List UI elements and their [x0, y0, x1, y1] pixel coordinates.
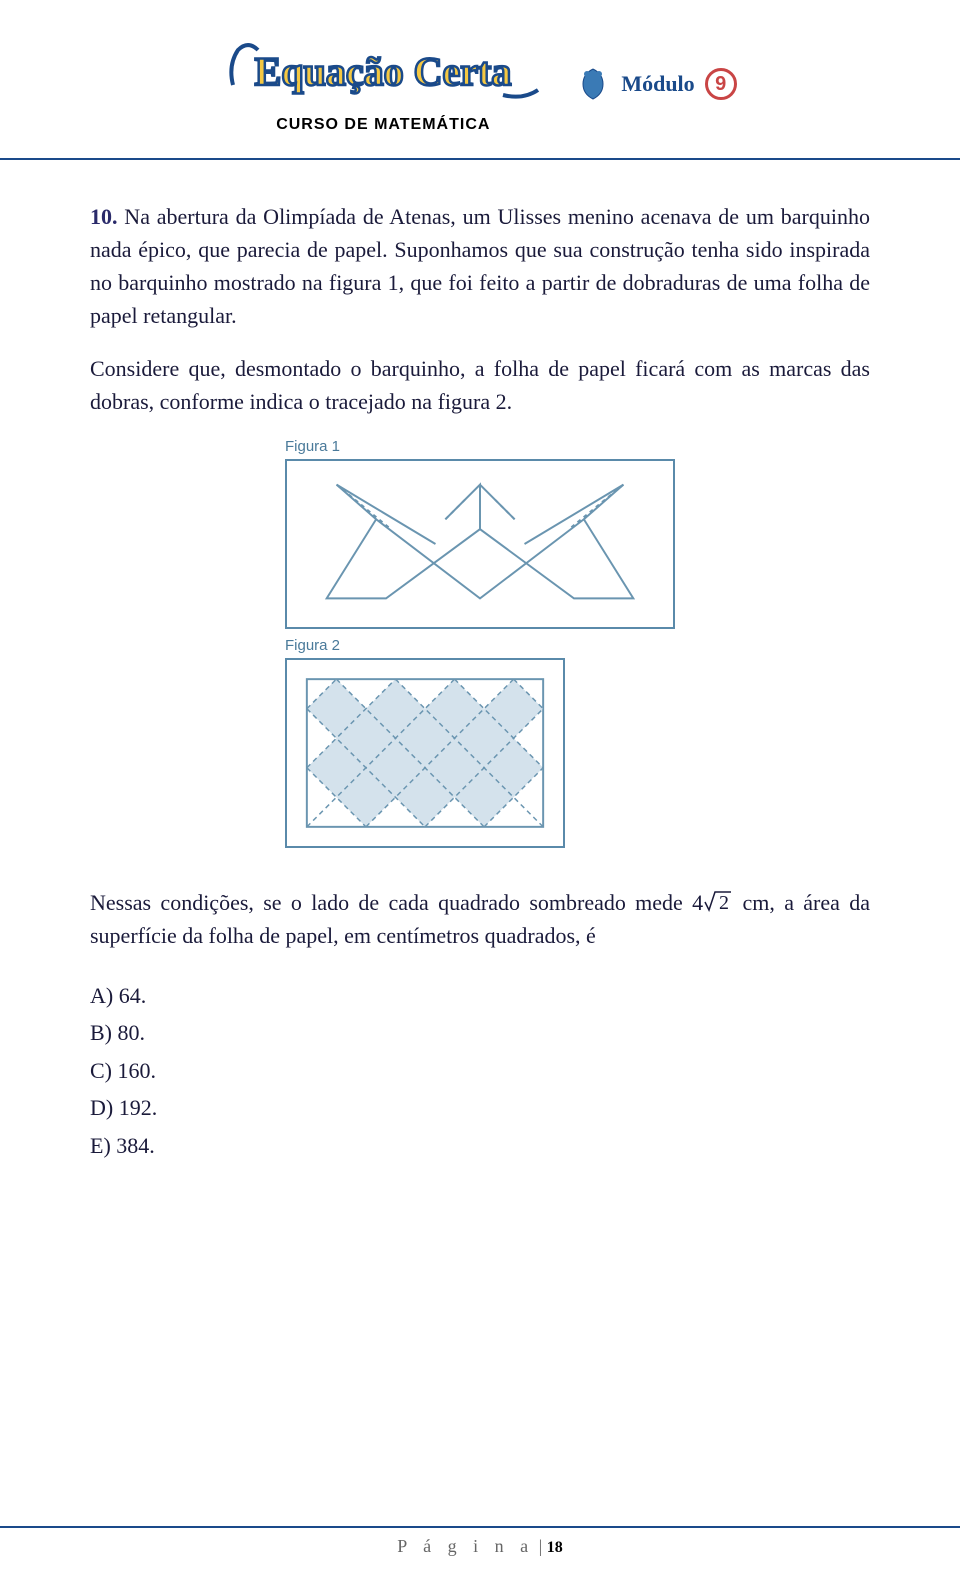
- module-icon: [573, 64, 613, 104]
- svg-text:Equação Certa: Equação Certa: [255, 49, 512, 94]
- footer-label: P á g i n a: [397, 1536, 534, 1556]
- figure-2-box: [285, 658, 565, 848]
- question-text-1: Na abertura da Olimpíada de Atenas, um U…: [90, 204, 870, 328]
- logo-title-svg: Equação Certa: [223, 35, 543, 115]
- module-label: Módulo: [621, 71, 694, 97]
- figure-1-label: Figura 1: [285, 438, 675, 455]
- figure-1-block: Figura 1: [285, 438, 675, 629]
- question-paragraph-2: Considere que, desmontado o barquinho, a…: [90, 352, 870, 418]
- option-b: B) 80.: [90, 1014, 870, 1051]
- logo-title: Equação Certa: [223, 35, 543, 120]
- figure-1-boat: [297, 469, 663, 619]
- option-a: A) 64.: [90, 977, 870, 1014]
- figure-1-box: [285, 459, 675, 629]
- answer-before: Nessas condições, se o lado de cada quad…: [90, 890, 703, 915]
- content-area: 10. Na abertura da Olimpíada de Atenas, …: [0, 160, 960, 1184]
- figures-container: Figura 1 Figu: [90, 438, 870, 856]
- option-e: E) 384.: [90, 1127, 870, 1164]
- option-d: D) 192.: [90, 1089, 870, 1126]
- answer-prompt: Nessas condições, se o lado de cada quad…: [90, 886, 870, 952]
- footer-separator: |: [534, 1536, 547, 1556]
- page-footer: P á g i n a | 18: [0, 1526, 960, 1557]
- question-number: 10.: [90, 204, 118, 229]
- figure-2-label: Figura 2: [285, 637, 565, 654]
- sqrt-expression: 2: [703, 886, 733, 919]
- logo-main: Equação Certa CURSO DE MATEMÁTICA: [223, 35, 543, 134]
- module-number: 9: [705, 68, 737, 100]
- page-header: Equação Certa CURSO DE MATEMÁTICA Módulo…: [0, 0, 960, 160]
- figure-2-block: Figura 2: [285, 637, 565, 848]
- options-list: A) 64. B) 80. C) 160. D) 192. E) 384.: [90, 977, 870, 1164]
- question-paragraph-1: 10. Na abertura da Olimpíada de Atenas, …: [90, 200, 870, 332]
- svg-text:2: 2: [719, 892, 729, 914]
- figure-2-grid: [297, 668, 553, 838]
- page-number: 18: [547, 1539, 563, 1556]
- option-c: C) 160.: [90, 1052, 870, 1089]
- logo-module: Módulo 9: [573, 64, 736, 104]
